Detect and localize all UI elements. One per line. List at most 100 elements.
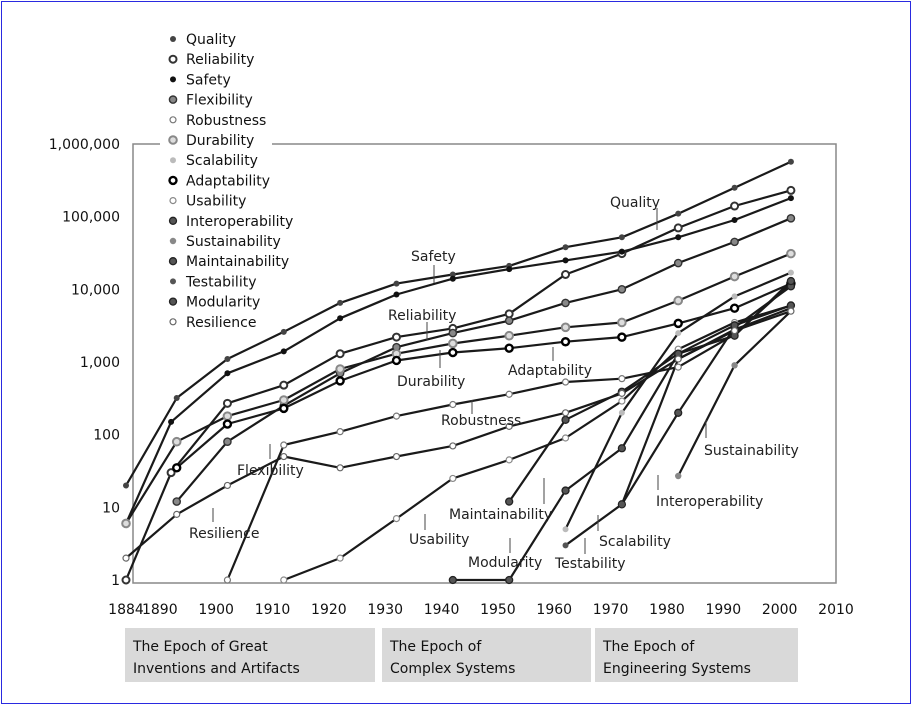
point-durability-1922: [335, 364, 345, 374]
callout-leaders: [212, 208, 707, 554]
y-tick-label-10: 10: [102, 500, 120, 516]
point-durability-1972: [617, 317, 627, 328]
point-durability-1902: [222, 411, 233, 421]
legend-label-testability: Testability: [185, 274, 256, 290]
epoch-label-3-line2: Engineering Systems: [603, 661, 751, 677]
x-tick-label-1920: 1920: [311, 602, 347, 618]
legend-label-resilience: Resilience: [186, 315, 256, 331]
legend-marker-maintainability: [168, 257, 178, 266]
callout-testability: Testability: [554, 556, 625, 572]
x-tick-label-1970: 1970: [593, 602, 629, 618]
point-reliability-1982: [673, 223, 683, 233]
point-resilience-1952: [505, 422, 513, 430]
point-durability-1942: [448, 338, 458, 349]
x-tick-label-1900: 1900: [198, 602, 234, 618]
point-scalability-1982: [675, 330, 682, 337]
legend-label-adaptability: Adaptability: [186, 173, 270, 189]
callout-flexibility: Flexibility: [237, 463, 304, 479]
point-quality-1902: [224, 355, 231, 362]
callout-maintainability: Maintainability: [449, 507, 552, 523]
legend-background: [160, 26, 272, 330]
point-safety-1992: [731, 216, 738, 223]
series-line-maintainability: [508, 304, 792, 503]
point-usability-1972: [618, 397, 626, 405]
point-quality-2002: [787, 158, 794, 165]
point-quality-1912: [280, 328, 287, 335]
epoch-label-3-line1: The Epoch of: [602, 639, 695, 655]
legend-label-scalability: Scalability: [186, 153, 258, 169]
point-reliability-1922: [335, 349, 345, 359]
point-adaptability-1912: [279, 403, 289, 414]
x-tick-label-2000: 2000: [762, 602, 798, 618]
point-resilience-1972: [618, 389, 626, 397]
point-safety-1932: [393, 291, 400, 298]
y-tick-label-1-000-000: 1,000,000: [49, 137, 120, 153]
point-scalability-1992: [731, 293, 738, 300]
point-robustness-1942: [449, 400, 457, 409]
x-tick-label-2010: 2010: [818, 602, 854, 618]
point-resilience-1912: [280, 452, 288, 461]
point-resilience-1992: [730, 327, 739, 335]
legend-label-interoperability: Interoperability: [186, 214, 293, 230]
callout-robustness: Robustness: [441, 413, 521, 429]
point-reliability-1992: [730, 201, 740, 211]
point-resilience-1942: [449, 442, 457, 450]
y-tick-label-1-000: 1,000: [80, 355, 120, 371]
point-robustness-1922: [336, 428, 344, 436]
callout-interoperability: Interoperability: [656, 494, 763, 510]
point-usability-1932: [392, 514, 401, 523]
point-durability-1893: [171, 436, 182, 447]
callout-sustainability: Sustainability: [704, 443, 799, 459]
point-robustness-1962: [561, 378, 570, 386]
legend-marker-usability: [169, 197, 177, 205]
point-safety-1962: [562, 257, 569, 264]
epoch-label-2-line1: The Epoch of: [389, 639, 482, 655]
point-flexibility-1942: [448, 328, 458, 338]
point-flexibility-2002: [786, 213, 796, 223]
point-adaptability-1893: [172, 463, 182, 473]
callout-durability: Durability: [397, 374, 465, 390]
callout-labels: Quality Safety Reliability Durability Ad…: [189, 195, 799, 572]
point-quality-1992: [731, 184, 738, 191]
legend-marker-scalability: [170, 157, 176, 164]
point-sustainability-1982: [675, 472, 682, 480]
callout-usability: Usability: [409, 532, 469, 548]
legend-label-usability: Usability: [186, 194, 246, 210]
point-safety-1892: [168, 418, 175, 425]
point-adaptability-1932: [391, 355, 402, 366]
x-tick-label-1940: 1940: [424, 602, 460, 618]
point-reliability-1902: [222, 398, 232, 408]
point-modularity-1972: [617, 444, 627, 453]
legend-marker-sustainability: [169, 237, 177, 245]
point-usability-1942: [449, 474, 457, 483]
point-usability-1952: [505, 456, 513, 464]
point-quality-1962: [562, 244, 569, 251]
point-flexibility-1962: [561, 298, 570, 308]
point-safety-2002: [787, 195, 794, 202]
point-quality-1932: [393, 280, 400, 287]
y-tick-label-1: 1: [111, 573, 120, 589]
epoch-bar-1: [125, 628, 375, 682]
point-adaptability-1982: [673, 318, 683, 329]
point-safety-1922: [337, 315, 344, 322]
legend-marker-robustness: [169, 116, 177, 124]
legend-marker-modularity: [168, 297, 178, 306]
legend-label-safety: Safety: [186, 72, 231, 88]
legend: Quality Reliability Safety Flexibility Robus…: [168, 32, 293, 331]
point-resilience-2002: [787, 307, 795, 315]
point-adaptability-1922: [335, 376, 345, 386]
point-scalability-1962: [562, 526, 569, 533]
point-quality-1972: [618, 234, 625, 241]
series-line-usability: [283, 304, 792, 582]
point-adaptability-1952: [504, 343, 514, 353]
point-resilience-1962: [561, 409, 570, 417]
point-robustness-1952: [505, 390, 513, 398]
y-tick-label-100-000: 100,000: [62, 210, 120, 226]
legend-label-maintainability: Maintainability: [186, 254, 289, 270]
legend-label-quality: Quality: [186, 32, 236, 48]
epoch-bar-3: [595, 628, 798, 682]
point-durability-1912: [278, 395, 289, 405]
point-durability-1884: [121, 518, 131, 529]
